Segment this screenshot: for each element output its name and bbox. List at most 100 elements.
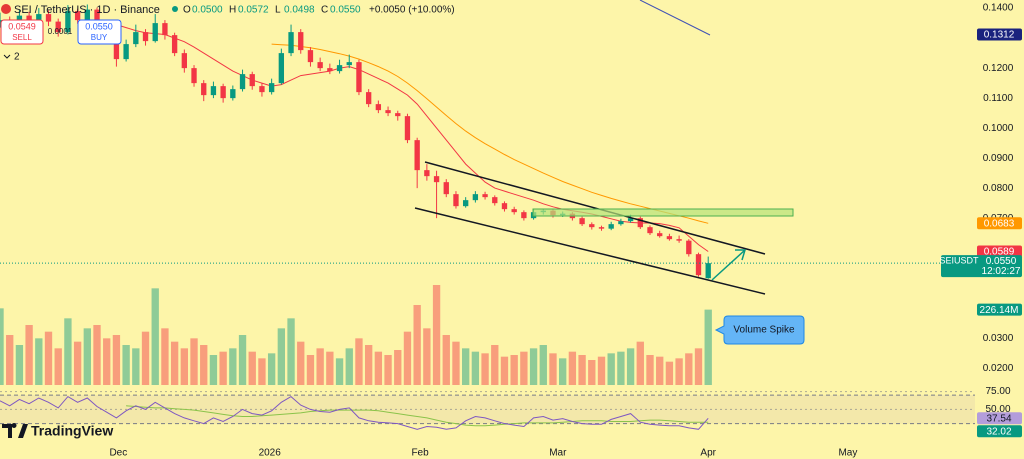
volume-bar (491, 345, 499, 385)
candle-body (346, 62, 352, 66)
annotation: Volume Spike (733, 325, 795, 336)
candle-body (36, 14, 42, 24)
candle-body (210, 86, 217, 96)
candle-body (55, 21, 61, 33)
candle-body (395, 113, 401, 117)
candle-body (259, 86, 265, 93)
candle-body (637, 218, 643, 228)
y-tick-label: 0.1400 (983, 3, 1014, 14)
candle-body (433, 176, 440, 183)
ma-label-box (977, 245, 1022, 258)
volume-bar (73, 341, 82, 385)
candle-body (589, 224, 595, 228)
buy-price: 0.0550 (85, 21, 113, 31)
candle-body (239, 74, 246, 90)
volume-bar (112, 335, 121, 385)
symbol-icon (1, 4, 11, 14)
candle-body (695, 254, 702, 276)
candle-body (84, 9, 90, 21)
volume-bar (345, 348, 353, 385)
candle-body (453, 194, 459, 207)
candle-body (220, 86, 226, 99)
volume-bar (578, 355, 586, 385)
volume-bar (54, 348, 62, 385)
candle-body (676, 239, 682, 241)
rsi-label-box (977, 412, 1022, 425)
buy-button[interactable] (77, 19, 122, 45)
volume-bar (607, 353, 615, 385)
volume-bar (64, 318, 72, 385)
rsi-tick-label: 50.00 (985, 404, 1010, 415)
sell-button[interactable] (0, 19, 44, 45)
volume-bar (190, 338, 198, 385)
candle-body (443, 182, 449, 195)
candle-body (472, 194, 479, 201)
volume-bar (35, 338, 43, 385)
volume-bar (559, 358, 567, 385)
volume-bar (675, 358, 683, 385)
volume-bar (549, 353, 557, 385)
volume-bar (704, 309, 712, 385)
candle-body (133, 32, 139, 45)
volume-bar (685, 353, 693, 385)
ma-label: 0.0589 (984, 247, 1015, 258)
candle-body (618, 221, 624, 225)
volume-bar (297, 341, 305, 385)
last-price-box (941, 255, 1022, 278)
volume-bar (44, 331, 53, 385)
plot (0, 4, 975, 430)
candle-body (181, 53, 187, 69)
candle-body (404, 116, 411, 141)
countdown: 12:02:27 (982, 266, 1021, 277)
candle-body (317, 62, 323, 69)
candle-body (686, 240, 692, 255)
candle-body (627, 218, 634, 222)
trend-line (639, 0, 711, 36)
chevron[interactable] (3, 54, 11, 59)
rsi-ma-label-box (977, 425, 1022, 438)
volume-bar (141, 331, 150, 385)
volume-bar (636, 341, 644, 385)
volume-bar (151, 288, 159, 385)
candle-body (171, 35, 178, 54)
spread: 0.0001 (48, 27, 73, 36)
ohlc-key: O (183, 5, 191, 16)
volume-bar (510, 355, 518, 385)
volume-bar (0, 308, 4, 385)
y-tick-label: 0.0200 (983, 363, 1014, 374)
volume-bar (442, 335, 450, 385)
volume-bar (93, 325, 101, 385)
x-tick-label: Dec (109, 448, 127, 459)
volume-bar (471, 351, 480, 385)
candle-body (511, 209, 517, 213)
volume-bar (403, 331, 412, 385)
channel-bottom (414, 207, 766, 295)
symbol: SEI / TetherUS · 1D · Binance (14, 4, 160, 16)
candle-body (705, 263, 711, 279)
candle-body (482, 194, 488, 198)
volume-bar (306, 355, 315, 385)
symbol-label: SEIUSDT (939, 256, 979, 266)
candle-body (298, 32, 304, 51)
volume-bar (520, 351, 528, 385)
volume-bar (229, 348, 237, 385)
y-tick-label: 0.0800 (983, 183, 1014, 194)
candle-body (327, 68, 333, 72)
volume-bar (132, 348, 140, 385)
volume-bar (122, 345, 130, 385)
candle-body (492, 197, 498, 204)
volume-bar (287, 318, 295, 385)
ohlc-readout: O 0.0500 H 0.0572 L 0.0498 C 0.0550 (183, 5, 361, 16)
candle-body (268, 83, 275, 93)
volume-bar (588, 360, 596, 385)
brand: TradingView (31, 423, 113, 439)
rsi-ma-label: 32.02 (986, 426, 1011, 437)
candle-body (521, 212, 527, 219)
candle-body (288, 32, 294, 54)
buy-label: BUY (91, 33, 108, 42)
volume-label-box (977, 303, 1022, 316)
candle-body (375, 104, 382, 111)
candle-body (74, 11, 81, 21)
